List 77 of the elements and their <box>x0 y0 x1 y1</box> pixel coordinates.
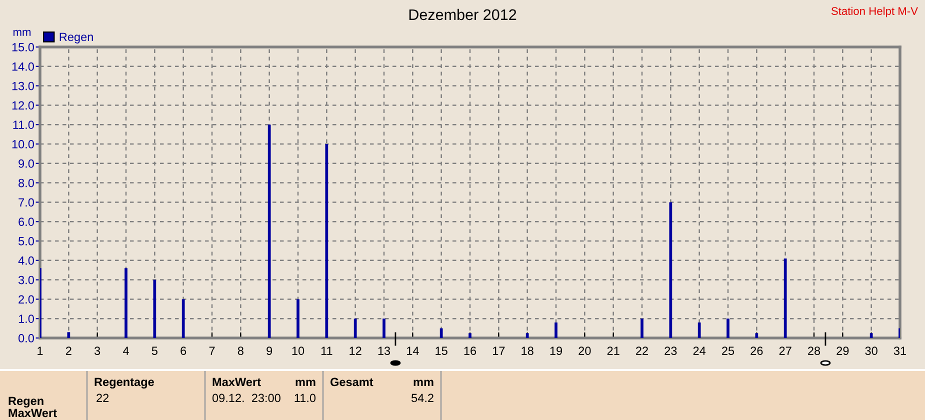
x-tick-label: 4 <box>122 346 129 355</box>
text: Regen <box>8 396 44 408</box>
y-axis-title: mm <box>13 30 31 36</box>
x-tick-label: 21 <box>607 346 620 355</box>
text: mm <box>296 380 316 386</box>
x-tick-label: 30 <box>865 346 878 356</box>
text: 54.2 <box>411 394 434 402</box>
y-tick-label: 13.0 <box>12 82 34 90</box>
bar <box>669 202 672 338</box>
x-tick-label: 31 <box>894 346 906 356</box>
x-tick-label: 22 <box>636 346 648 355</box>
x-tick-label: 11 <box>321 346 332 355</box>
y-tick-label: 14.0 <box>12 62 34 71</box>
y-tick-label: 12.0 <box>12 101 34 110</box>
x-tick-label: 17 <box>493 346 505 355</box>
text: MaxWert <box>212 378 261 386</box>
y-tick-label: 2.0 <box>18 295 34 304</box>
x-tick-label: 19 <box>550 346 562 356</box>
x-tick-label: 28 <box>808 346 820 356</box>
y-tick-label: 4.0 <box>18 256 34 265</box>
x-tick-label: 24 <box>693 346 706 355</box>
bar <box>554 322 558 338</box>
text: MaxWert <box>8 408 57 418</box>
text: Station Helpt M-V <box>831 6 918 18</box>
y-tick-label: 3.0 <box>18 276 34 284</box>
y-tick-label: 7.0 <box>18 198 34 207</box>
y-tick-label: 15.0 <box>12 43 34 52</box>
text: 22 <box>96 394 109 402</box>
bar <box>698 322 701 338</box>
text: Gesamt <box>330 378 374 386</box>
text: 09.12. 23:00 <box>212 394 280 402</box>
x-tick-label: 8 <box>238 346 244 356</box>
bar <box>382 318 386 338</box>
bar <box>182 299 185 338</box>
x-tick-label: 2 <box>66 346 72 355</box>
y-tick-label: 11.0 <box>13 120 34 129</box>
bar <box>153 280 156 338</box>
chart-title: Dezember 2012 <box>409 8 516 20</box>
x-tick-label: 10 <box>292 346 304 356</box>
x-tick-label: 12 <box>350 346 362 355</box>
text: Regentage <box>94 378 154 389</box>
bar <box>354 318 357 338</box>
x-tick-label: 23 <box>664 346 677 356</box>
y-tick-label: 6.0 <box>18 218 34 226</box>
bar <box>784 258 787 338</box>
y-tick-label: 10.0 <box>12 140 34 148</box>
y-tick-label: 9.0 <box>18 159 34 168</box>
x-tick-label: 9 <box>266 346 272 356</box>
x-tick-label: 13 <box>378 346 390 356</box>
x-tick-label: 25 <box>722 346 734 356</box>
bar <box>124 268 128 338</box>
bar <box>726 318 730 338</box>
bar <box>325 144 328 338</box>
y-tick-label: 5.0 <box>18 237 34 246</box>
legend-label: Regen <box>60 32 93 44</box>
bar <box>640 318 644 338</box>
x-tick-label: 15 <box>436 346 448 356</box>
y-tick-label: 8.0 <box>18 178 34 188</box>
text: mm <box>414 380 434 386</box>
bar <box>440 328 443 338</box>
x-tick-label: 7 <box>209 346 215 355</box>
x-tick-label: 6 <box>180 346 186 356</box>
y-tick-label: 1.0 <box>18 314 34 323</box>
x-tick-label: 3 <box>94 346 100 356</box>
x-tick-label: 1 <box>38 346 43 355</box>
x-tick-label: 18 <box>522 346 534 356</box>
bar <box>296 299 300 338</box>
x-tick-label: 16 <box>464 346 476 356</box>
x-tick-label: 26 <box>750 346 763 356</box>
x-tick-label: 27 <box>779 346 792 355</box>
text: 11.0 <box>294 394 316 402</box>
y-tick-label: 0.0 <box>18 334 34 342</box>
x-tick-label: 20 <box>578 346 591 356</box>
x-tick-label: 29 <box>836 346 849 356</box>
bar <box>268 124 271 338</box>
x-tick-label: 5 <box>152 346 158 356</box>
x-tick-label: 14 <box>407 346 419 355</box>
